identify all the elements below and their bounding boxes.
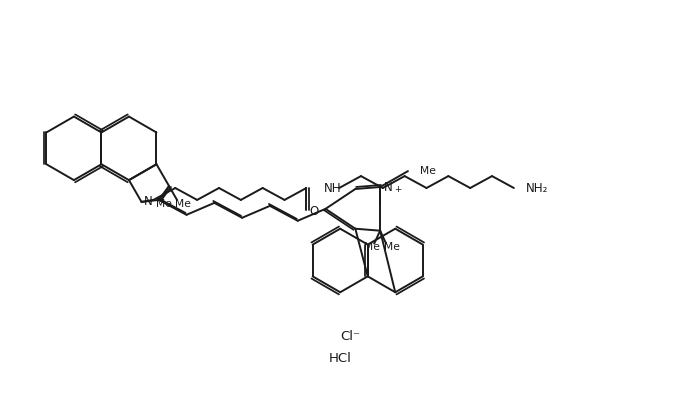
- Text: Me: Me: [420, 166, 436, 176]
- Text: Me: Me: [175, 199, 191, 209]
- Text: HCl: HCl: [329, 353, 351, 365]
- Text: Me: Me: [384, 242, 400, 252]
- Text: NH₂: NH₂: [525, 182, 548, 195]
- Text: Cl⁻: Cl⁻: [340, 331, 360, 343]
- Text: O: O: [309, 205, 319, 219]
- Text: +: +: [394, 185, 401, 195]
- Text: Me: Me: [364, 242, 380, 252]
- Text: NH: NH: [324, 182, 342, 195]
- Text: Me: Me: [156, 199, 172, 209]
- Text: N: N: [384, 180, 393, 193]
- Text: N: N: [143, 195, 152, 208]
